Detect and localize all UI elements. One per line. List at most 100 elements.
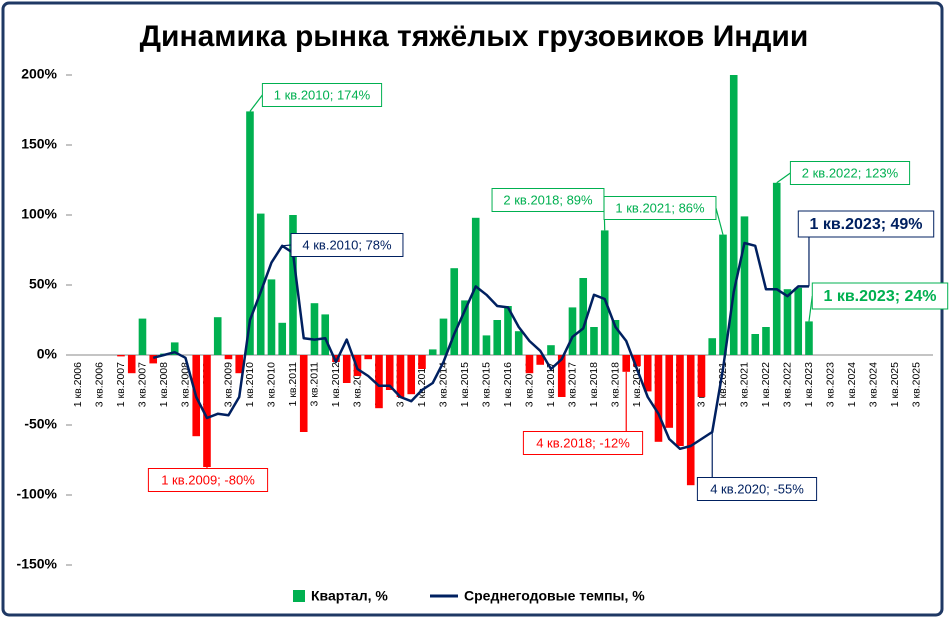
bar bbox=[310, 303, 319, 355]
x-tick-label: 1 кв.2006 bbox=[72, 362, 84, 407]
x-tick-label: 3 кв.2022 bbox=[781, 362, 793, 407]
y-tick-label: 200% bbox=[21, 66, 57, 82]
x-tick-label: 3 кв.2021 bbox=[738, 362, 750, 407]
bar bbox=[590, 327, 598, 355]
bar bbox=[482, 335, 491, 355]
bar bbox=[289, 215, 297, 355]
annotation-text: 1 кв.2010; 174% bbox=[274, 87, 371, 102]
x-tick-label: 1 кв.2018 bbox=[588, 362, 600, 407]
bar bbox=[751, 334, 760, 355]
x-tick-label: 3 кв.2007 bbox=[136, 362, 148, 407]
y-tick-label: -100% bbox=[17, 486, 58, 502]
bar bbox=[772, 182, 781, 355]
x-tick-label: 1 кв.2021 bbox=[717, 362, 729, 407]
y-tick-label: 150% bbox=[21, 136, 57, 152]
annotation-box bbox=[797, 210, 935, 238]
x-tick-label: 1 кв.2010 bbox=[244, 362, 256, 407]
bar bbox=[686, 355, 695, 486]
annotation-box bbox=[147, 468, 269, 492]
bar bbox=[654, 355, 663, 442]
annotation-text: 4 кв.2018; -12% bbox=[536, 435, 630, 450]
bar bbox=[783, 289, 792, 355]
y-tick-label: -150% bbox=[17, 556, 58, 572]
bar bbox=[127, 355, 136, 374]
x-tick-label: 1 кв.2008 bbox=[158, 362, 170, 407]
bar bbox=[407, 355, 416, 395]
x-tick-label: 3 кв.2011 bbox=[308, 362, 320, 407]
bar bbox=[536, 355, 545, 365]
bar bbox=[676, 355, 684, 446]
annotation-text: 1 кв.2009; -80% bbox=[161, 472, 255, 487]
bar bbox=[504, 306, 512, 355]
bar bbox=[493, 320, 502, 355]
annotation-leader bbox=[808, 295, 813, 322]
annotation-text: 1 кв.2021; 86% bbox=[615, 200, 705, 215]
y-tick-label: 0% bbox=[37, 346, 58, 362]
bar bbox=[342, 355, 351, 383]
bar bbox=[729, 75, 738, 355]
annotation-box bbox=[261, 83, 383, 107]
x-tick-label: 1 кв.2014 bbox=[416, 362, 428, 407]
bar bbox=[321, 314, 330, 355]
x-tick-label: 3 кв.2018 bbox=[609, 362, 621, 407]
bar bbox=[557, 355, 566, 397]
x-tick-label: 3 кв.2014 bbox=[437, 362, 449, 407]
bar bbox=[235, 355, 244, 374]
bar bbox=[579, 278, 588, 355]
bar bbox=[117, 355, 125, 357]
annotation-text: 2 кв.2022; 123% bbox=[802, 165, 899, 180]
x-tick-label: 1 кв.2025 bbox=[889, 362, 901, 407]
annotation-box bbox=[696, 477, 818, 501]
annotation-text: 1 кв.2023; 24% bbox=[823, 288, 936, 305]
x-tick-label: 3 кв.2015 bbox=[480, 362, 492, 407]
bar bbox=[278, 322, 287, 355]
bar bbox=[665, 355, 674, 428]
bar bbox=[740, 216, 749, 355]
x-tick-label: 3 кв.2010 bbox=[265, 362, 277, 407]
bar bbox=[428, 349, 437, 355]
x-tick-label: 1 кв.2016 bbox=[502, 362, 514, 407]
annotation-text: 2 кв.2018; 89% bbox=[503, 192, 593, 207]
bar bbox=[568, 307, 577, 355]
annotation-leader bbox=[715, 207, 724, 235]
bar bbox=[375, 355, 383, 409]
bar bbox=[450, 268, 459, 355]
bar bbox=[600, 230, 609, 355]
bar bbox=[461, 300, 469, 355]
line bbox=[152, 241, 809, 451]
x-tick-label: 1 кв.2012 bbox=[330, 362, 342, 407]
x-tick-label: 1 кв.2007 bbox=[115, 362, 127, 407]
legend-swatch bbox=[293, 590, 305, 602]
x-tick-label: 1 кв.2022 bbox=[760, 362, 772, 407]
annotation-leader bbox=[776, 172, 791, 184]
annotation-box bbox=[811, 282, 949, 310]
bar bbox=[138, 318, 147, 355]
annotation-text: 4 кв.2010; 78% bbox=[302, 237, 392, 252]
annotation-box bbox=[290, 233, 404, 257]
bar bbox=[643, 355, 652, 392]
annotation-text: 1 кв.2023; 49% bbox=[809, 216, 922, 233]
bar bbox=[762, 327, 770, 355]
annotation-box bbox=[789, 161, 911, 185]
bar bbox=[299, 355, 308, 432]
bar bbox=[622, 355, 631, 372]
bar bbox=[364, 355, 373, 360]
bar bbox=[633, 355, 641, 367]
x-tick-label: 1 кв.2017 bbox=[545, 362, 557, 407]
y-tick-label: 100% bbox=[21, 206, 57, 222]
bar bbox=[224, 355, 233, 360]
bar bbox=[514, 331, 523, 355]
x-tick-label: 1 кв.2015 bbox=[459, 362, 471, 407]
bar bbox=[170, 342, 179, 355]
bar bbox=[385, 355, 394, 390]
x-tick-label: 1 кв.2011 bbox=[287, 362, 299, 407]
bar bbox=[611, 320, 620, 355]
x-tick-label: 1 кв.2023 bbox=[803, 362, 815, 407]
y-tick-label: 50% bbox=[29, 276, 58, 292]
bar bbox=[525, 355, 534, 374]
bar bbox=[213, 317, 222, 355]
bar bbox=[805, 321, 813, 355]
annotation-text: 4 кв.2020; -55% bbox=[710, 481, 804, 496]
bar bbox=[203, 355, 211, 467]
